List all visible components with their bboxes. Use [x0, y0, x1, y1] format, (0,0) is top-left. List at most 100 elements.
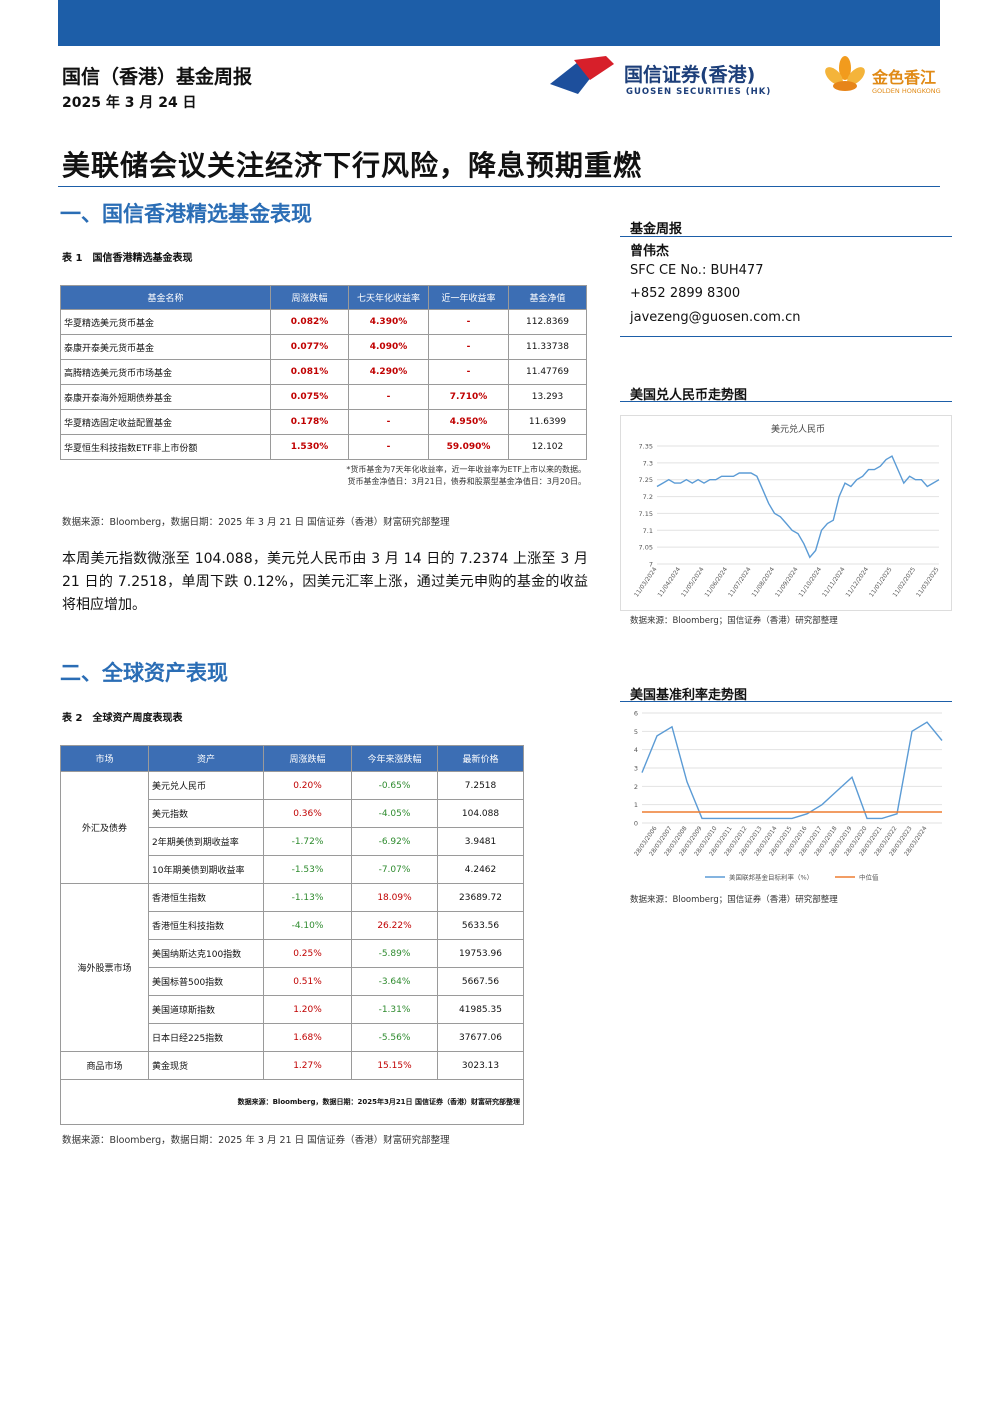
asset-table: 市场 资产 周涨跌幅 今年来涨跌幅 最新价格 外汇及债券 美元兑人民币 0.20% -0.65%… [60, 745, 524, 1125]
table-cell: 香港恒生指数 [148, 883, 264, 912]
fund-table: 基金名称 周涨跌幅 七天年化收益率 近一年收益率 基金净值 华夏精选美元货币基金 0.082… [60, 285, 587, 460]
table-cell: 0.077% [270, 334, 349, 360]
table-cell: - [348, 384, 429, 410]
rule [620, 401, 952, 402]
column-header: 资产 [148, 745, 264, 772]
table-cell: 0.36% [263, 799, 352, 828]
column-header: 最新价格 [437, 745, 524, 772]
table-cell: 美元兑人民币 [148, 771, 264, 800]
table-cell: 10年期美债到期收益率 [148, 855, 264, 884]
source: 数据来源：Bloomberg；国信证券（香港）研究部整理 [630, 616, 838, 626]
footer-row: 数据来源：Bloomberg，数据日期：2025年3月21日 国信证券（香港）财… [60, 1079, 524, 1125]
table-cell: 11.6399 [508, 409, 587, 435]
table-cell: 4.2462 [437, 855, 524, 884]
table-cell: 5667.56 [437, 967, 524, 996]
y-tick-label: 2 [634, 783, 638, 791]
table-cell: 0.082% [270, 309, 349, 335]
table-cell: 泰康开泰海外短期债券基金 [60, 384, 271, 410]
x-tick-label: 11/07/2024 [727, 566, 753, 598]
table-cell: 1.20% [263, 995, 352, 1024]
table-cell: 2年期美债到期收益率 [148, 827, 264, 856]
y-tick-label: 7.3 [643, 459, 653, 467]
logo-text-en: GUOSEN SECURITIES (HK) [626, 87, 772, 97]
note: *货币基金为7天年化收益率，近一年收益率为ETF上市以来的数据。 [346, 465, 586, 474]
table-footer: 数据来源：Bloomberg，数据日期：2025年3月21日 国信证券（香港）财… [60, 1079, 524, 1125]
x-tick-label: 11/06/2024 [704, 566, 730, 598]
table-cell: 美国标普500指数 [148, 967, 264, 996]
table-cell: -4.10% [263, 911, 352, 940]
table-cell: 23689.72 [437, 883, 524, 912]
table-caption: 表 1 国信香港精选基金表现 [62, 253, 193, 264]
table-cell: 59.090% [428, 434, 509, 460]
table-row: 泰康开泰海外短期债券基金 0.075% -7.710% 13.293 [60, 384, 587, 410]
y-tick-label: 7.25 [639, 476, 653, 484]
table-cell: - [348, 434, 429, 460]
table-row: 日本日经225指数 1.68% -5.56% 37677.06 [61, 1023, 524, 1052]
table-cell: - [428, 359, 509, 385]
logo2-text: 金色香江 [872, 68, 937, 87]
table-cell: -6.92% [351, 827, 438, 856]
data-line [656, 455, 940, 559]
table-cell: 4.390% [348, 309, 429, 335]
paragraph: 本周美元指数微涨至 104.088，美元兑人民币由 3 月 14 日的 7.23… [62, 551, 588, 613]
author: 曾伟杰 [630, 244, 670, 259]
table-cell: 0.075% [270, 384, 349, 410]
table-cell: 4.950% [428, 409, 509, 435]
table-cell: -1.13% [263, 883, 352, 912]
data-line [641, 721, 943, 820]
table-cell: 0.081% [270, 359, 349, 385]
rule [620, 701, 952, 702]
table-cell: 3023.13 [437, 1051, 524, 1080]
table-row: 高腾精选美元货币市场基金 0.081% 4.290% -11.47769 [60, 359, 587, 385]
x-tick-label: 11/12/2024 [845, 566, 871, 598]
note: 货币基金净值日：3月21日，债券和股票型基金净值日：3月20日。 [347, 477, 586, 486]
table-cell: -1.31% [351, 995, 438, 1024]
table-cell: 26.22% [351, 911, 438, 940]
table-row: 泰康开泰美元货币基金 0.077% 4.090% -11.33738 [60, 334, 587, 360]
y-tick-label: 7.2 [643, 493, 653, 501]
table-cell: 华夏恒生科技指数ETF非上市份额 [60, 434, 271, 460]
table-cell: - [428, 334, 509, 360]
table-cell: 4.290% [348, 359, 429, 385]
table-cell: 0.25% [263, 939, 352, 968]
table-cell: -7.07% [351, 855, 438, 884]
table-notes: *货币基金为7天年化收益率，近一年收益率为ETF上市以来的数据。 货币基金净值日：… [300, 464, 586, 488]
rule [620, 336, 952, 337]
chart: 美元兑人民币 7 7.05 7.1 7.15 7.2 7.25 7.3 7.35 11/03/20… [620, 415, 952, 611]
table-cell: -0.65% [351, 771, 438, 800]
table-row: 华夏精选美元货币基金 0.082% 4.390% -112.8369 [60, 309, 587, 335]
table-cell: 7.2518 [437, 771, 524, 800]
y-tick-label: 6 [634, 710, 638, 718]
chart-title: 美元兑人民币 [771, 423, 825, 435]
legend-label: 中位值 [859, 873, 879, 882]
x-tick-label: 11/03/2025 [915, 566, 941, 598]
phone: +852 2899 8300 [630, 286, 741, 301]
column-header: 今年来涨跌幅 [351, 745, 438, 772]
rule [620, 236, 952, 237]
group-cell: 商品市场 [60, 1051, 149, 1080]
table-cell: - [428, 309, 509, 335]
table-cell: -5.56% [351, 1023, 438, 1052]
table-cell: 香港恒生科技指数 [148, 911, 264, 940]
table-cell: 11.47769 [508, 359, 587, 385]
table-cell: 3.9481 [437, 827, 524, 856]
table-cell: 美国道琼斯指数 [148, 995, 264, 1024]
header-row: 市场 资产 周涨跌幅 今年来涨跌幅 最新价格 [60, 745, 524, 772]
headline: 美联储会议关注经济下行风险，降息预期重燃 [62, 149, 643, 182]
table-cell: - [348, 409, 429, 435]
table-cell: 11.33738 [508, 334, 587, 360]
column-header: 七天年化收益率 [348, 285, 429, 310]
chart-heading: 美国兑人民币走势图 [630, 388, 748, 403]
y-tick-label: 1 [634, 801, 638, 809]
table-cell: 37677.06 [437, 1023, 524, 1052]
top-bar [58, 0, 940, 46]
table-cell: 美国纳斯达克100指数 [148, 939, 264, 968]
table-cell: 高腾精选美元货币市场基金 [60, 359, 271, 385]
table-row: 商品市场 黄金现货 1.27% 15.15% 3023.13 [60, 1051, 524, 1080]
table-row: 美国道琼斯指数 1.20% -1.31% 41985.35 [61, 995, 524, 1024]
y-tick-label: 3 [634, 765, 638, 773]
table-cell: -4.05% [351, 799, 438, 828]
table-caption: 表 2 全球资产周度表现表 [62, 713, 183, 724]
table-cell: 华夏精选美元货币基金 [60, 309, 271, 335]
table-cell: 15.15% [351, 1051, 438, 1080]
